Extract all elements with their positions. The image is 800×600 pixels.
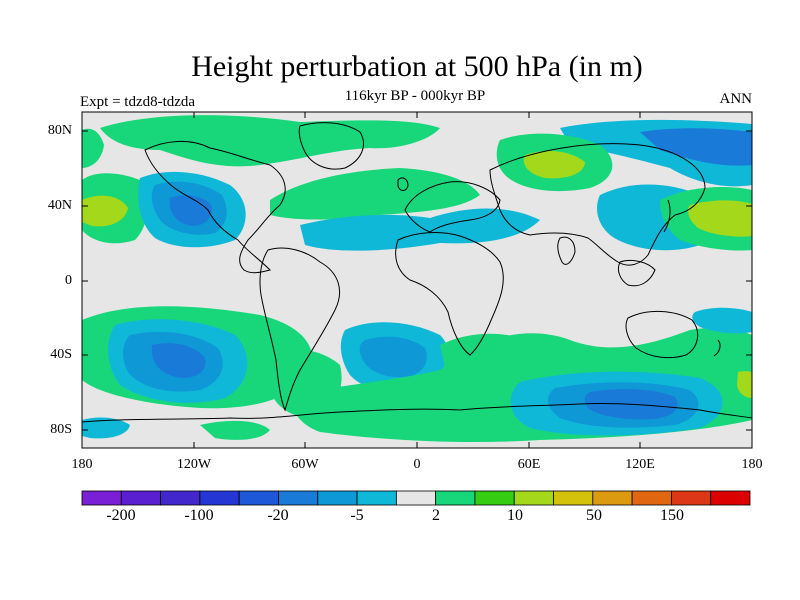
colorbar-label-neg200: -200 <box>106 507 136 524</box>
lon-label-180w: 180 <box>71 457 93 472</box>
coast-greenland <box>298 122 364 170</box>
lon-label-120w: 120W <box>176 457 212 472</box>
coast-south-america <box>259 247 340 412</box>
colorbar-cell <box>160 490 201 506</box>
contour-green-so-wedge <box>440 333 551 386</box>
coast-africa <box>395 232 504 356</box>
colorbar-cell <box>395 490 437 506</box>
colorbar-cell <box>199 490 240 506</box>
coast-india <box>557 236 576 265</box>
colorbar-label-neg5: -5 <box>350 507 364 524</box>
contour-green-n-atl <box>270 168 480 220</box>
coastlines <box>82 122 752 423</box>
colorbar-label-neg20: -20 <box>267 507 289 524</box>
colorbar-cell <box>238 490 279 506</box>
colorbar-cell <box>435 490 476 506</box>
contour-green-arctic <box>100 115 440 167</box>
map-subtitle: 116kyr BP - 000kyr BP <box>344 88 486 104</box>
colorbar-cell <box>513 490 554 506</box>
axis-ticks <box>82 112 752 448</box>
coast-antarctica <box>82 402 752 423</box>
lon-label-60w: 60W <box>291 457 319 472</box>
coast-uk <box>397 177 409 191</box>
lat-label-40s: 40S <box>50 347 72 362</box>
contour-blue-s-atl <box>359 336 427 378</box>
colorbar-label-50: 50 <box>586 507 602 524</box>
contour-cyan-antarctic-w <box>82 417 130 439</box>
contour-yg-nepac <box>688 200 752 237</box>
coast-australia <box>625 310 699 359</box>
contour-deepblue-na <box>169 195 213 226</box>
colorbar-label-2: 2 <box>432 507 440 524</box>
colorbar-cell <box>81 490 122 506</box>
coast-asia <box>489 143 706 266</box>
colorbar-label-150: 150 <box>660 507 684 524</box>
colorbar-cell <box>474 490 515 506</box>
coast-north-america <box>144 140 286 274</box>
map-title: Height perturbation at 500 hPa (in m) <box>191 50 643 83</box>
lon-label-60e: 60E <box>517 457 541 472</box>
colorbar-cell <box>553 490 594 506</box>
colorbar-label-10: 10 <box>507 507 523 524</box>
lat-label-80n: 80N <box>47 123 72 138</box>
colorbar-cells <box>81 490 751 506</box>
lat-label-0: 0 <box>65 273 72 288</box>
colorbar-cell <box>671 490 712 506</box>
colorbar-cell <box>278 490 319 506</box>
coast-japan <box>663 199 671 233</box>
colorbar-cell <box>317 490 358 506</box>
season-label: ANN <box>719 91 753 107</box>
contour-yg-nw-pac <box>82 195 128 227</box>
contour-yg-siberia <box>523 150 585 179</box>
colorbar-cell <box>631 490 672 506</box>
lon-label-180e: 180 <box>741 457 763 472</box>
colorbar-cell <box>120 490 161 506</box>
colorbar-cell <box>356 490 397 506</box>
contour-deepblue-s-pac <box>151 343 206 378</box>
contour-yg-s-pac-east <box>737 371 752 398</box>
contour-cyan-aus-east <box>692 307 752 334</box>
contour-cyan-atl <box>300 208 540 251</box>
lat-label-80s: 80S <box>50 422 72 437</box>
lat-label-40n: 40N <box>47 198 72 213</box>
contour-blue-arctic-e <box>640 128 752 166</box>
contour-fields <box>82 115 752 443</box>
lon-label-120e: 120E <box>625 457 655 472</box>
contour-green-antarctic-w <box>200 420 270 440</box>
colorbar-label-neg100: -100 <box>184 507 214 524</box>
coast-europe <box>404 181 501 233</box>
coast-southeast-asia <box>617 259 656 287</box>
colorbar-cell <box>592 490 633 506</box>
contour-green-e-pac-edge <box>82 128 104 168</box>
coast-new-zealand <box>713 339 721 357</box>
lon-label-0: 0 <box>413 457 421 472</box>
experiment-label: Expt = tdzd8-tdzda <box>80 94 196 110</box>
colorbar-cell <box>710 490 751 506</box>
